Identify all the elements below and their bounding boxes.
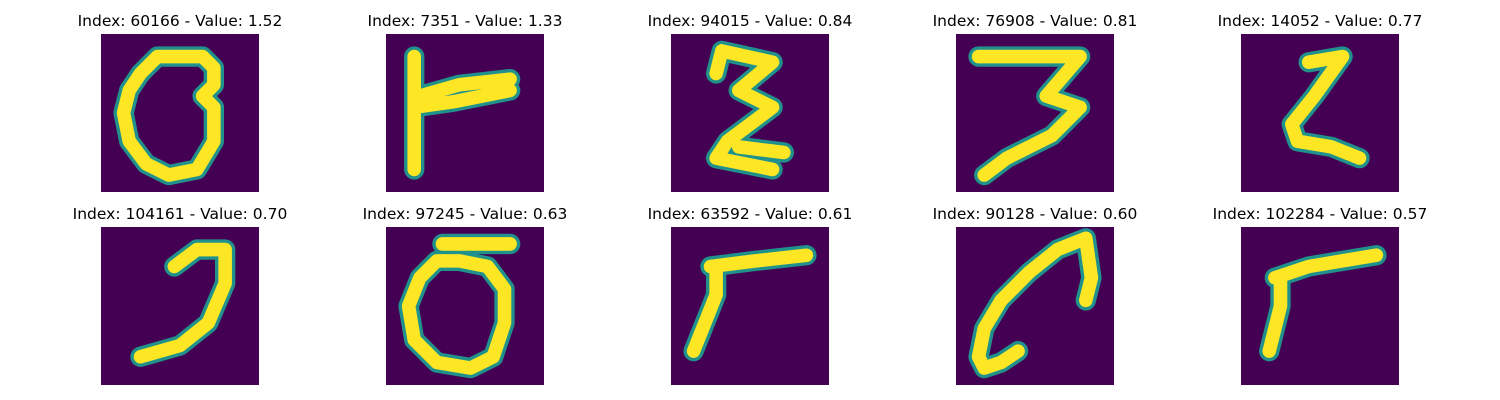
digit-image-6 bbox=[386, 227, 544, 385]
panel-title: Index: 60166 - Value: 1.52 bbox=[77, 12, 283, 30]
panel-title: Index: 90128 - Value: 0.60 bbox=[932, 205, 1138, 223]
panel-title: Index: 102284 - Value: 0.57 bbox=[1212, 205, 1428, 223]
panel-title: Index: 76908 - Value: 0.81 bbox=[932, 12, 1138, 30]
digit-image-1 bbox=[386, 34, 544, 192]
panel-title: Index: 63592 - Value: 0.61 bbox=[647, 205, 853, 223]
digit-image-5 bbox=[101, 227, 259, 385]
panel-title: Index: 97245 - Value: 0.63 bbox=[362, 205, 568, 223]
digit-image-8 bbox=[956, 227, 1114, 385]
digit-image-9 bbox=[1241, 227, 1399, 385]
panel-title: Index: 14052 - Value: 0.77 bbox=[1217, 12, 1423, 30]
digit-image-3 bbox=[956, 34, 1114, 192]
digit-image-4 bbox=[1241, 34, 1399, 192]
digit-image-2 bbox=[671, 34, 829, 192]
digit-image-7 bbox=[671, 227, 829, 385]
digit-image-0 bbox=[101, 34, 259, 192]
panel-title: Index: 94015 - Value: 0.84 bbox=[647, 12, 853, 30]
panel-title: Index: 7351 - Value: 1.33 bbox=[367, 12, 563, 30]
panel-title: Index: 104161 - Value: 0.70 bbox=[72, 205, 288, 223]
